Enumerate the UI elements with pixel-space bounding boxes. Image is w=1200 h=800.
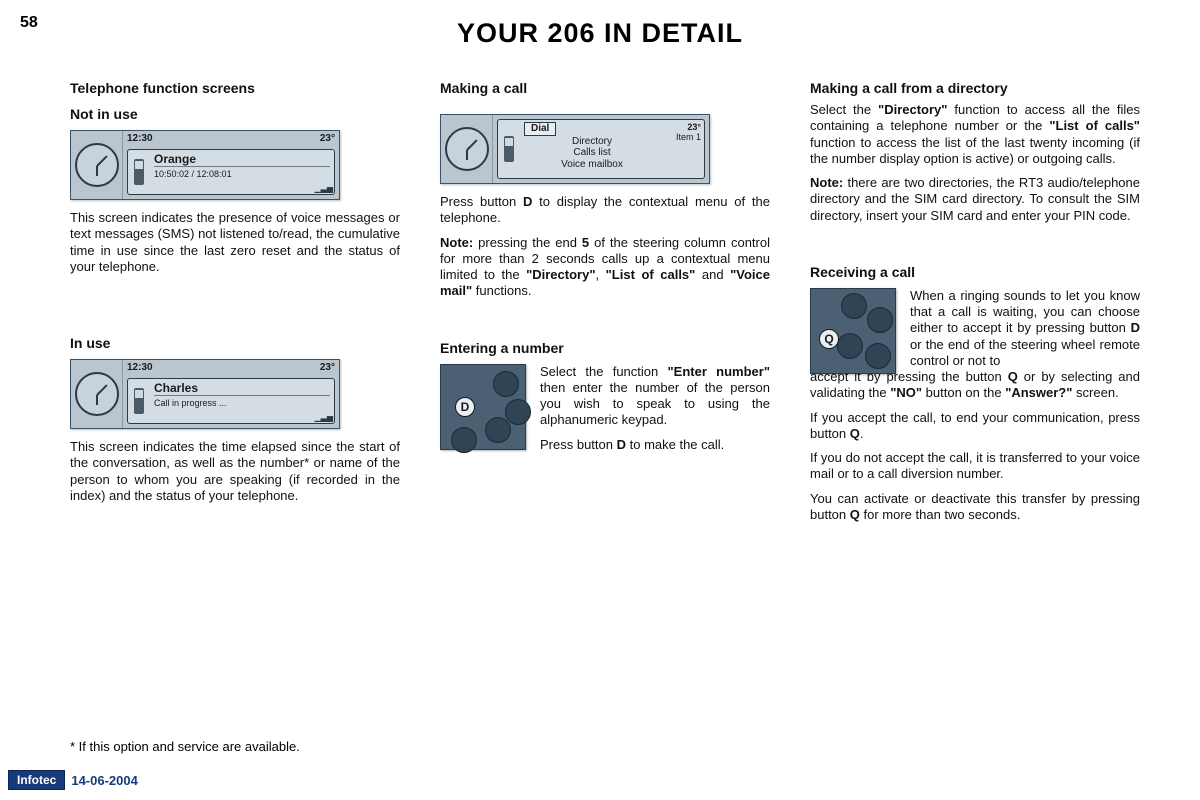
heading-call-from-directory: Making a call from a directory xyxy=(810,80,1140,96)
para-receiving-cont: accept it by pressing the button Q or by… xyxy=(810,369,1140,402)
heading-telephone-screens: Telephone function screens xyxy=(70,80,400,96)
infotec-badge: Infotec xyxy=(8,770,65,790)
para-press-d: Press button D to display the contextual… xyxy=(440,194,770,227)
lcd-temp: 23° xyxy=(320,362,335,378)
lcd-time: 12:30 xyxy=(127,133,153,149)
para-not-in-use: This screen indicates the presence of vo… xyxy=(70,210,400,275)
page-title: YOUR 206 IN DETAIL xyxy=(0,18,1200,49)
column-2: Making a call Dial Directory Calls list … xyxy=(440,80,770,531)
phone-icon xyxy=(128,150,150,194)
lcd-caller: Charles xyxy=(154,381,330,396)
lcd-operator: Orange xyxy=(154,152,330,167)
para-receiving-intro: When a ringing sounds to let you know th… xyxy=(910,288,1140,369)
lcd-screen-in-use: 12:30 23° Charles Call in progress ... ▁… xyxy=(70,359,340,429)
para-note-directories: Note: there are two directories, the RT3… xyxy=(810,175,1140,224)
lcd-temp: 23° xyxy=(320,133,335,149)
para-enter-number: Select the function "Enter number" then … xyxy=(540,364,770,429)
signal-icon: ▁▃▅ xyxy=(315,184,333,193)
para-directory: Select the "Directory" function to acces… xyxy=(810,102,1140,167)
heading-making-call: Making a call xyxy=(440,80,770,96)
para-not-accept: If you do not accept the call, it is tra… xyxy=(810,450,1140,483)
para-note-steering: Note: pressing the end 5 of the steering… xyxy=(440,235,770,300)
button-q-label: Q xyxy=(819,329,839,349)
para-transfer: You can activate or deactivate this tran… xyxy=(810,491,1140,524)
menu-voice-mailbox: Voice mailbox xyxy=(524,159,660,171)
lcd-timer: 10:50:02 / 12:08:01 xyxy=(154,167,330,179)
clock-icon xyxy=(71,131,123,199)
menu-directory: Directory xyxy=(524,136,660,148)
phone-icon xyxy=(128,379,150,423)
heading-entering-number: Entering a number xyxy=(440,340,770,356)
para-in-use: This screen indicates the time elapsed s… xyxy=(70,439,400,504)
menu-item-count: Item 1 xyxy=(667,132,701,142)
lcd-screen-not-in-use: 12:30 23° Orange 10:50:02 / 12:08:01 ▁▃▅ xyxy=(70,130,340,200)
lcd-temp: 23° xyxy=(667,122,701,132)
clock-icon xyxy=(441,115,493,183)
heading-receiving-call: Receiving a call xyxy=(810,264,1140,280)
clock-icon xyxy=(71,360,123,428)
lcd-screen-menu: Dial Directory Calls list Voice mailbox … xyxy=(440,114,710,184)
infotec-footer: Infotec 14-06-2004 xyxy=(8,770,138,790)
entering-number-row: D Select the function "Enter number" the… xyxy=(440,364,770,461)
menu-calls-list: Calls list xyxy=(524,147,660,159)
menu-dial: Dial xyxy=(524,122,556,136)
infotec-date: 14-06-2004 xyxy=(71,773,138,788)
content-columns: Telephone function screens Not in use 12… xyxy=(70,80,1140,531)
lcd-status: Call in progress ... xyxy=(154,396,330,408)
heading-in-use: In use xyxy=(70,335,400,351)
lcd-time: 12:30 xyxy=(127,362,153,378)
column-3: Making a call from a directory Select th… xyxy=(810,80,1140,531)
button-d-label: D xyxy=(455,397,475,417)
heading-not-in-use: Not in use xyxy=(70,106,400,122)
para-make-call: Press button D to make the call. xyxy=(540,437,770,453)
para-accept-end: If you accept the call, to end your comm… xyxy=(810,410,1140,443)
footnote: * If this option and service are availab… xyxy=(70,739,380,754)
keypad-image-d: D xyxy=(440,364,526,450)
signal-icon: ▁▃▅ xyxy=(315,413,333,422)
receiving-call-row: Q When a ringing sounds to let you know … xyxy=(810,288,1140,377)
column-1: Telephone function screens Not in use 12… xyxy=(70,80,400,531)
keypad-image-q: Q xyxy=(810,288,896,374)
phone-icon xyxy=(498,120,520,178)
